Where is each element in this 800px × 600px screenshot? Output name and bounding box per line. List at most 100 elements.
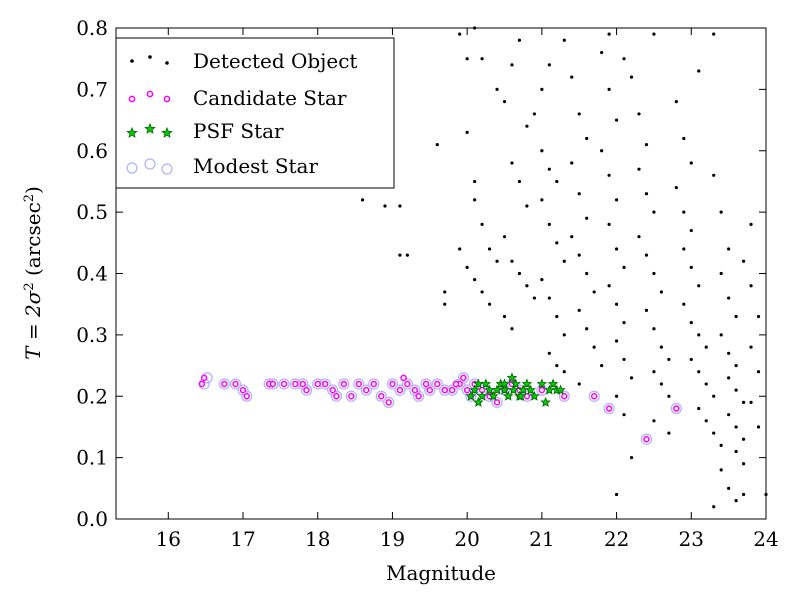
detected-object-point bbox=[405, 253, 409, 257]
detected-object-point bbox=[659, 345, 664, 349]
modest-star-point bbox=[420, 378, 432, 390]
psf-star-point bbox=[476, 390, 488, 401]
detected-object-point bbox=[741, 400, 746, 404]
detected-object-point bbox=[585, 216, 589, 220]
detected-object-point bbox=[562, 333, 566, 337]
detected-object-point bbox=[398, 204, 402, 208]
detected-object-point bbox=[719, 468, 723, 472]
detected-object-point bbox=[622, 57, 626, 61]
candidate-star-point bbox=[448, 386, 456, 394]
psf-star-point bbox=[508, 384, 519, 395]
detected-object-point bbox=[704, 382, 708, 386]
modest-star-point bbox=[383, 396, 395, 408]
detected-object-point bbox=[525, 284, 529, 288]
detected-object-point bbox=[659, 290, 664, 294]
candidate-star-point bbox=[200, 374, 208, 382]
detected-object-point bbox=[697, 370, 701, 374]
legend: Detected Object Candidate Star PSF Star … bbox=[115, 37, 395, 189]
detected-object-point bbox=[741, 259, 746, 263]
y-tick-label: 0.8 bbox=[76, 16, 108, 40]
candidate-star-point bbox=[355, 380, 363, 388]
detected-object-point bbox=[667, 357, 671, 362]
detected-object-point bbox=[727, 296, 731, 300]
detected-object-point bbox=[487, 247, 492, 251]
detected-object-point bbox=[510, 161, 514, 165]
candidate-star-point bbox=[348, 393, 355, 400]
detected-object-point bbox=[555, 179, 559, 184]
detected-object-point bbox=[652, 370, 656, 374]
y-axis-label-sup1: 2 bbox=[22, 282, 37, 290]
detected-object-point bbox=[697, 69, 701, 73]
psf-star-point bbox=[502, 390, 514, 401]
candidate-star-point bbox=[463, 386, 471, 394]
detected-object-point bbox=[644, 192, 649, 196]
detected-object-point bbox=[689, 357, 693, 362]
detected-object-point bbox=[495, 87, 499, 91]
candidate-star-point bbox=[538, 386, 546, 394]
detected-object-point bbox=[674, 100, 678, 104]
psf-star-point bbox=[525, 384, 536, 395]
detected-object-point bbox=[517, 38, 522, 42]
detected-object-point bbox=[719, 210, 723, 214]
detected-object-point bbox=[443, 290, 447, 294]
axes: 16 17 18 19 20 21 22 23 24 0.0 0.1 0.2 0.3 0.4 0.5 0.6 0… bbox=[76, 16, 779, 551]
psf-star-point bbox=[499, 378, 510, 389]
modest-star-point bbox=[360, 384, 372, 396]
detected-object-point bbox=[734, 425, 738, 429]
detected-object-point bbox=[689, 321, 693, 325]
legend-entry-psf: PSF Star bbox=[126, 119, 284, 143]
modest-star-point bbox=[229, 378, 242, 390]
modest-star-point bbox=[409, 384, 421, 396]
candidate-star-point bbox=[434, 380, 441, 388]
modest-star-point bbox=[588, 390, 600, 402]
legend-entry-candidate: Candidate Star bbox=[128, 86, 347, 110]
detected-object-point bbox=[577, 382, 581, 386]
modest-star-point bbox=[300, 384, 313, 396]
detected-object-point bbox=[458, 32, 462, 36]
legend-frame bbox=[115, 37, 395, 189]
detected-object-point bbox=[614, 302, 619, 306]
detected-object-point bbox=[547, 63, 551, 67]
legend-marker-psf bbox=[161, 126, 173, 138]
detected-object-point bbox=[540, 87, 544, 91]
x-tick-label: 19 bbox=[380, 527, 405, 551]
candidate-star-point bbox=[363, 386, 370, 394]
candidate-star-point bbox=[221, 380, 228, 388]
y-tick-label: 0.3 bbox=[76, 323, 108, 347]
legend-marker-detected bbox=[165, 61, 169, 65]
detected-object-point bbox=[712, 32, 716, 36]
modest-star-point bbox=[218, 378, 230, 390]
y-tick-label: 0.2 bbox=[76, 384, 108, 408]
detected-object-point bbox=[652, 419, 656, 423]
detected-object-point bbox=[614, 198, 619, 202]
modest-star-point bbox=[431, 378, 443, 390]
detected-object-point bbox=[749, 345, 753, 349]
modest-star-point bbox=[241, 390, 253, 402]
detected-object-point bbox=[510, 63, 514, 67]
detected-object-point bbox=[547, 351, 551, 355]
detected-object-point bbox=[473, 198, 477, 202]
detected-object-point bbox=[592, 290, 596, 294]
detected-object-point bbox=[525, 124, 529, 128]
modest-star-point bbox=[457, 372, 470, 384]
detected-object-point bbox=[741, 437, 746, 441]
detected-object-point bbox=[704, 345, 708, 349]
modest-star-point bbox=[368, 378, 380, 390]
detected-object-point bbox=[712, 173, 716, 177]
detected-object-point bbox=[682, 210, 686, 214]
detected-object-point bbox=[652, 271, 656, 276]
detected-object-point bbox=[727, 351, 731, 355]
detected-object-point bbox=[532, 112, 536, 116]
candidate-star-point bbox=[198, 380, 206, 388]
detected-object-point bbox=[614, 118, 619, 122]
psf-star-point bbox=[555, 384, 566, 395]
detected-object-point bbox=[734, 363, 738, 368]
psf-star-point bbox=[510, 378, 521, 389]
modest-star-point bbox=[640, 433, 653, 445]
candidate-star-point bbox=[377, 393, 385, 400]
y-tick-label: 0.5 bbox=[76, 200, 108, 224]
candidate-star-point bbox=[643, 435, 650, 443]
legend-marker-psf bbox=[126, 126, 138, 138]
detected-object-point bbox=[562, 38, 566, 42]
detected-object-point bbox=[607, 87, 611, 91]
